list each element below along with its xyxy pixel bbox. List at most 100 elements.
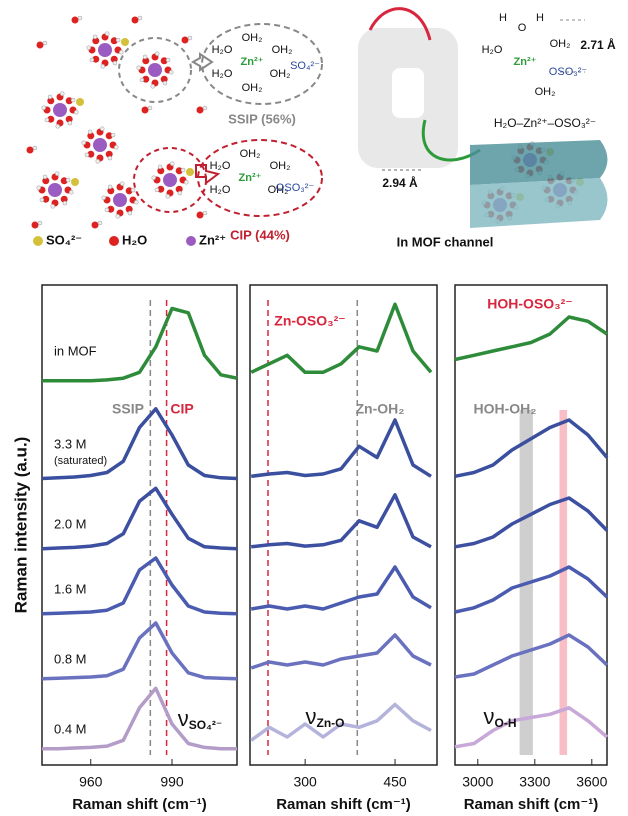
spectrum xyxy=(41,486,238,551)
water-o xyxy=(31,221,39,229)
sulfate xyxy=(121,38,129,46)
ligand: OH₂ xyxy=(242,82,263,94)
oxygen xyxy=(92,55,100,63)
x-axis-label: Raman shift (cm⁻¹) xyxy=(276,796,411,813)
legend-swatch xyxy=(33,236,43,246)
hydrogen xyxy=(39,197,45,203)
ligand: H₂O xyxy=(210,184,231,196)
hydrogen xyxy=(55,124,60,129)
hydrogen xyxy=(150,84,155,89)
hydrogen xyxy=(60,91,65,96)
oxygen xyxy=(175,167,183,175)
spectrum xyxy=(454,496,609,549)
oxygen xyxy=(110,55,118,63)
hydrogen xyxy=(184,180,189,185)
oxygen xyxy=(42,177,50,185)
plot-frame xyxy=(454,284,608,766)
hydrogen xyxy=(180,167,186,173)
spectrum xyxy=(454,633,609,679)
hydrogen xyxy=(142,54,148,60)
row-label: 2.0 M xyxy=(54,516,87,531)
x-tick-label: 990 xyxy=(160,774,184,790)
plot-frame xyxy=(41,284,238,766)
mode-symbol: νZn-O xyxy=(306,704,345,730)
row-label: 0.8 M xyxy=(54,651,87,666)
anion: OSO₃²⁻ xyxy=(276,182,315,194)
cip-ellipse xyxy=(197,139,323,217)
hydrogen xyxy=(36,185,41,190)
symbol-main: ν xyxy=(306,704,317,729)
water-h xyxy=(202,210,208,216)
hydrogen xyxy=(110,132,116,138)
water-o xyxy=(36,41,44,49)
x-tick-label: 300 xyxy=(293,774,317,790)
hydrogen xyxy=(136,65,141,70)
zinc xyxy=(148,63,162,77)
annotation: CIP xyxy=(170,401,193,417)
oxygen xyxy=(110,37,118,45)
pore-distance: 2.94 Å xyxy=(382,175,418,190)
arrow xyxy=(368,7,432,41)
mof-atom: OH₂ xyxy=(550,38,571,50)
x-axis-label: Raman shift (cm⁻¹) xyxy=(72,796,207,813)
zinc xyxy=(93,138,107,152)
hydrogen xyxy=(87,129,93,135)
ligand: OH₂ xyxy=(270,160,291,172)
water-o xyxy=(196,211,204,219)
ligand: OH₂ xyxy=(240,148,261,160)
water-o xyxy=(196,106,204,114)
chain-formula: H₂O–Zn²⁺–OSO₃²⁻ xyxy=(494,116,596,130)
mof-atom: H₂O xyxy=(482,44,503,56)
oxygen xyxy=(105,132,113,140)
mof-framework xyxy=(358,28,458,168)
y-axis-label: Raman intensity (a.u.) xyxy=(11,437,30,614)
legend-label: SO₄²⁻ xyxy=(46,232,82,247)
water-o xyxy=(91,221,99,229)
mof-channel xyxy=(470,140,608,228)
mof-atom: H xyxy=(536,12,544,24)
spectrum xyxy=(250,302,433,375)
spectrum xyxy=(454,315,608,362)
row-label: 0.4 M xyxy=(54,721,87,736)
mode-symbol: νO-H xyxy=(484,704,517,730)
annotation: Zn-OSO₃²⁻ xyxy=(274,313,345,329)
spectrum xyxy=(41,407,238,481)
spectrum xyxy=(250,702,432,742)
ligand: H₂O xyxy=(212,44,233,56)
symbol-sub: O-H xyxy=(495,716,517,730)
zinc xyxy=(113,193,127,207)
hydrogen xyxy=(89,57,95,63)
hydrogen xyxy=(84,152,90,158)
hydrogen xyxy=(107,184,113,190)
oxygen xyxy=(42,195,50,203)
water-h xyxy=(137,15,143,21)
hydrogen xyxy=(165,194,170,199)
hydrogen xyxy=(134,200,139,205)
oxygen xyxy=(105,150,113,158)
hydrogen xyxy=(115,37,121,43)
oxygen xyxy=(60,195,68,203)
oxygen xyxy=(107,205,115,213)
row-label: in MOF xyxy=(54,343,97,358)
oxygen xyxy=(142,75,150,83)
hydrogen xyxy=(177,190,183,196)
hydrogen xyxy=(50,204,55,209)
oxygen xyxy=(92,37,100,45)
hydrogen xyxy=(65,177,71,183)
ligand: OH₂ xyxy=(270,68,291,80)
spectrum xyxy=(250,418,432,479)
row-label: 1.6 M xyxy=(54,581,87,596)
hydrogen xyxy=(44,117,50,123)
symbol-sub: Zn-O xyxy=(317,716,345,730)
hydrogen xyxy=(69,190,74,195)
hydrogen xyxy=(67,120,73,126)
anion: OSO₃²⁻ xyxy=(549,66,588,78)
water-o xyxy=(181,36,189,44)
oxygen xyxy=(157,167,165,175)
hydrogen xyxy=(62,200,68,206)
annotation: SSIP xyxy=(112,401,144,417)
hydrogen xyxy=(119,50,124,55)
legend-label: H₂O xyxy=(122,232,147,247)
oxygen xyxy=(142,57,150,65)
